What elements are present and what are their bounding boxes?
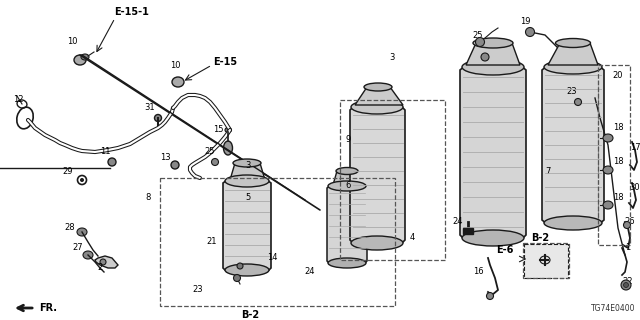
- Ellipse shape: [621, 280, 631, 290]
- Text: E-15: E-15: [213, 57, 237, 67]
- Ellipse shape: [223, 141, 232, 155]
- Ellipse shape: [328, 258, 366, 268]
- Text: 7: 7: [545, 167, 550, 177]
- Text: B-2: B-2: [531, 233, 549, 243]
- Ellipse shape: [237, 263, 243, 269]
- Text: 3: 3: [245, 161, 251, 170]
- Text: 5: 5: [245, 194, 251, 203]
- Ellipse shape: [225, 175, 269, 187]
- Text: 8: 8: [145, 194, 150, 203]
- Ellipse shape: [80, 178, 84, 182]
- Text: 6: 6: [346, 180, 351, 189]
- Ellipse shape: [77, 228, 87, 236]
- Text: 18: 18: [612, 157, 623, 166]
- Ellipse shape: [603, 166, 613, 174]
- Ellipse shape: [473, 38, 513, 48]
- Ellipse shape: [225, 127, 231, 132]
- Ellipse shape: [225, 264, 269, 276]
- Ellipse shape: [623, 283, 628, 287]
- Ellipse shape: [623, 221, 630, 228]
- Ellipse shape: [525, 28, 534, 36]
- Text: E-15-1: E-15-1: [115, 7, 149, 17]
- Text: 10: 10: [67, 37, 77, 46]
- Polygon shape: [230, 163, 265, 180]
- Ellipse shape: [603, 134, 613, 142]
- Text: 16: 16: [473, 268, 483, 276]
- Ellipse shape: [556, 38, 591, 47]
- Ellipse shape: [172, 77, 184, 87]
- Text: 10: 10: [170, 60, 180, 69]
- Text: 23: 23: [193, 285, 204, 294]
- Text: 28: 28: [65, 223, 76, 233]
- Polygon shape: [350, 105, 405, 245]
- Polygon shape: [223, 180, 271, 272]
- Ellipse shape: [462, 230, 524, 246]
- Text: 26: 26: [625, 218, 636, 227]
- Text: 1: 1: [625, 244, 630, 252]
- Text: 22: 22: [623, 277, 633, 286]
- Ellipse shape: [603, 201, 613, 209]
- Ellipse shape: [328, 181, 366, 191]
- Text: 15: 15: [212, 125, 223, 134]
- Polygon shape: [460, 65, 526, 241]
- Text: 14: 14: [267, 253, 277, 262]
- Text: 24: 24: [305, 268, 316, 276]
- Text: FR.: FR.: [39, 303, 57, 313]
- Text: 11: 11: [100, 148, 110, 156]
- Ellipse shape: [83, 251, 93, 259]
- FancyBboxPatch shape: [524, 244, 568, 278]
- Text: 29: 29: [63, 167, 73, 177]
- Text: 18: 18: [612, 194, 623, 203]
- Text: 23: 23: [566, 87, 577, 97]
- Text: TG74E0400: TG74E0400: [591, 304, 635, 313]
- Text: 4: 4: [410, 234, 415, 243]
- Ellipse shape: [171, 161, 179, 169]
- Polygon shape: [542, 65, 604, 225]
- Text: 3: 3: [389, 53, 395, 62]
- Polygon shape: [327, 185, 367, 265]
- Ellipse shape: [154, 115, 161, 122]
- Text: B-2: B-2: [241, 310, 259, 320]
- Ellipse shape: [211, 158, 218, 165]
- Text: 18: 18: [612, 124, 623, 132]
- Text: 13: 13: [160, 154, 170, 163]
- Polygon shape: [95, 256, 118, 268]
- Ellipse shape: [481, 53, 489, 61]
- Ellipse shape: [234, 275, 241, 282]
- Ellipse shape: [544, 216, 602, 230]
- Bar: [463, 228, 473, 234]
- Ellipse shape: [233, 159, 261, 167]
- Polygon shape: [333, 171, 361, 185]
- Ellipse shape: [74, 55, 86, 65]
- Ellipse shape: [108, 158, 116, 166]
- Ellipse shape: [476, 37, 484, 46]
- Text: 24: 24: [452, 218, 463, 227]
- Ellipse shape: [544, 60, 602, 74]
- Text: 25: 25: [205, 148, 215, 156]
- Text: 17: 17: [630, 143, 640, 153]
- Text: 25: 25: [473, 30, 483, 39]
- Ellipse shape: [486, 292, 493, 300]
- Ellipse shape: [351, 100, 403, 114]
- Text: 30: 30: [630, 183, 640, 193]
- Ellipse shape: [351, 236, 403, 250]
- Text: 9: 9: [346, 135, 351, 145]
- Polygon shape: [355, 87, 403, 105]
- Ellipse shape: [336, 167, 358, 174]
- Text: 12: 12: [13, 95, 23, 105]
- Polygon shape: [548, 43, 598, 65]
- Text: 2: 2: [97, 263, 102, 273]
- Text: 31: 31: [145, 103, 156, 113]
- Ellipse shape: [575, 99, 582, 106]
- Text: 21: 21: [207, 237, 217, 246]
- Text: 19: 19: [520, 18, 531, 27]
- Ellipse shape: [81, 54, 89, 60]
- Ellipse shape: [364, 83, 392, 91]
- Text: 20: 20: [612, 70, 623, 79]
- Ellipse shape: [462, 59, 524, 75]
- Polygon shape: [466, 43, 520, 65]
- Text: 27: 27: [73, 244, 83, 252]
- Text: E-6: E-6: [496, 245, 514, 255]
- Ellipse shape: [100, 259, 106, 265]
